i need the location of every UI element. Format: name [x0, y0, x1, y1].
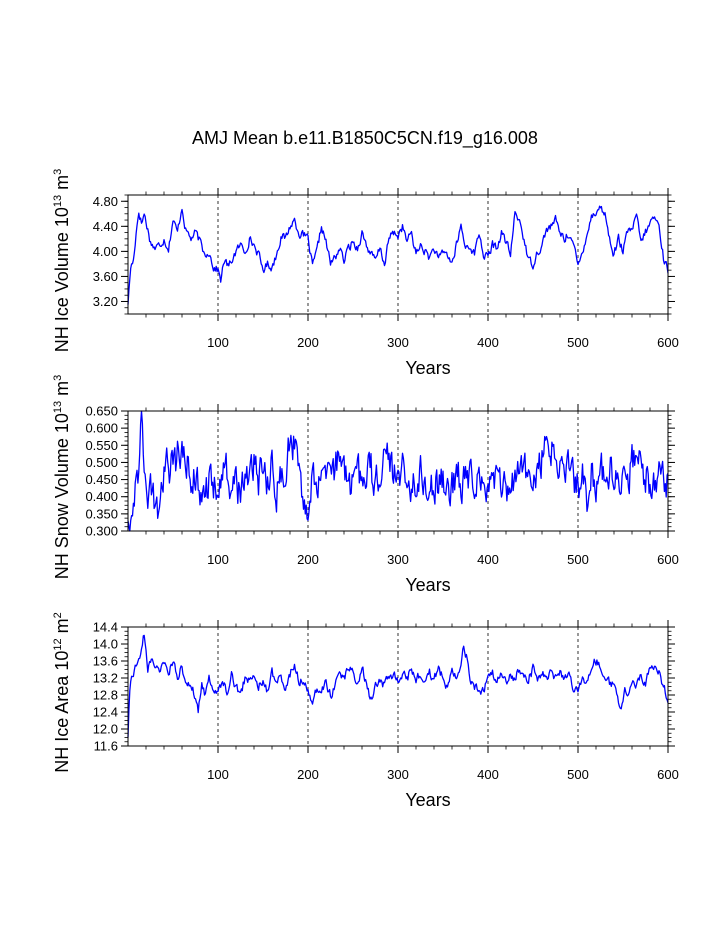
y-axis-title-part: m	[52, 175, 72, 195]
x-tick-label: 200	[297, 767, 319, 782]
y-tick-label: 14.4	[93, 620, 118, 635]
x-tick-label: 500	[567, 552, 589, 567]
y-axis-title-superscript: 3	[52, 169, 64, 175]
y-axis-title-superscript: 13	[52, 401, 64, 413]
x-tick-label: 600	[657, 552, 679, 567]
y-axis-title: NH Snow Volume 1013 m3	[52, 375, 72, 579]
y-axis-title-part: NH Snow Volume 10	[52, 413, 72, 579]
y-axis-title-superscript: 13	[52, 195, 64, 207]
x-tick-label: 600	[657, 767, 679, 782]
x-tick-label: 200	[297, 335, 319, 350]
y-axis-title-part: m	[52, 381, 72, 401]
y-axis-title-part: NH Ice Area 10	[52, 651, 72, 773]
y-tick-label: 12.8	[93, 688, 118, 703]
x-tick-label: 500	[567, 767, 589, 782]
y-tick-label: 14.0	[93, 637, 118, 652]
y-tick-label: 0.600	[85, 421, 118, 436]
x-axis-title: Years	[405, 790, 450, 810]
x-tick-label: 400	[477, 552, 499, 567]
y-axis-title-part: NH Ice Volume 10	[52, 207, 72, 352]
x-tick-label: 400	[477, 767, 499, 782]
y-tick-label: 0.550	[85, 438, 118, 453]
y-axis-title: NH Ice Volume 1013 m3	[52, 169, 72, 352]
panels: 3.20 3.60 4.00 4.40 4.80 100 200 300 400 500 600 Ye…	[52, 169, 679, 810]
y-tick-label: 11.6	[94, 739, 118, 754]
series-line-snow-volume	[127, 410, 669, 532]
y-tick-label: 4.80	[93, 194, 118, 209]
y-tick-label: 0.300	[85, 524, 118, 539]
x-tick-label: 400	[477, 335, 499, 350]
x-axis-title: Years	[405, 575, 450, 595]
x-tick-label: 600	[657, 335, 679, 350]
panel-ice-volume: 3.20 3.60 4.00 4.40 4.80 100 200 300 400 500 600 Ye…	[52, 169, 679, 378]
plot-frame	[127, 194, 669, 315]
y-tick-label: 3.60	[93, 269, 118, 284]
x-tick-label: 500	[567, 335, 589, 350]
y-tick-label: 3.20	[93, 294, 118, 309]
y-tick-label: 0.500	[85, 455, 118, 470]
plot-frame	[127, 626, 669, 747]
y-tick-label: 0.450	[85, 472, 118, 487]
y-axis-title-part: m	[52, 618, 72, 638]
y-tick-label: 13.6	[93, 654, 118, 669]
y-axis-title-superscript: 12	[52, 638, 64, 650]
x-axis-title: Years	[405, 358, 450, 378]
y-tick-label: 4.40	[93, 219, 118, 234]
y-tick-label: 4.00	[93, 244, 118, 259]
series-line-ice-area	[127, 634, 669, 738]
y-tick-label: 12.4	[93, 705, 118, 720]
y-tick-label: 13.2	[93, 671, 118, 686]
panel-snow-volume: 0.300 0.350 0.400 0.450 0.500 0.550 0.600 0.650…	[52, 375, 679, 595]
panel-ice-area: 11.6 12.0 12.4 12.8 13.2 13.6 14.0 14.4 100 200 30…	[52, 612, 679, 810]
y-axis-title-superscript: 3	[52, 375, 64, 381]
y-tick-label: 0.400	[85, 489, 118, 504]
chart-title: AMJ Mean b.e11.B1850C5CN.f19_g16.008	[192, 128, 538, 149]
x-tick-label: 100	[207, 552, 229, 567]
y-tick-label: 0.350	[85, 506, 118, 521]
x-tick-label: 200	[297, 552, 319, 567]
x-tick-label: 300	[387, 767, 409, 782]
x-tick-label: 300	[387, 552, 409, 567]
y-axis-title-superscript: 2	[52, 612, 64, 618]
x-tick-label: 100	[207, 335, 229, 350]
x-tick-label: 100	[207, 767, 229, 782]
y-axis-title: NH Ice Area 1012 m2	[52, 612, 72, 772]
x-tick-label: 300	[387, 335, 409, 350]
series-line-ice-volume	[127, 205, 669, 305]
y-tick-label: 12.0	[93, 722, 118, 737]
y-tick-label: 0.650	[85, 404, 118, 419]
